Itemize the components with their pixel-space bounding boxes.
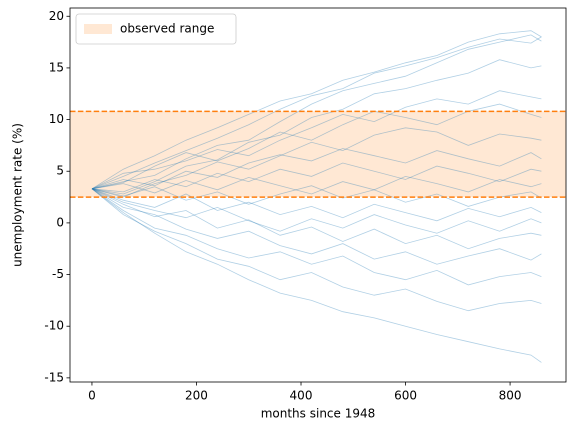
series-line [91,175,542,195]
y-tick-label: -10 [44,319,64,333]
series-line [91,188,542,234]
series-line [91,188,542,222]
plot-frame [69,7,567,383]
y-tick-label: 0 [56,215,64,229]
series-line [91,59,542,195]
x-tick-label: 600 [394,389,417,403]
series-line [91,185,542,207]
y-tick-label: 5 [56,164,64,178]
series-line [91,148,542,190]
legend-label: observed range [120,22,214,36]
series-line [91,30,542,190]
series-line [91,188,542,363]
series-line [91,103,542,190]
y-tick-label: 20 [49,9,64,23]
series-line [91,188,542,265]
x-tick-label: 800 [499,389,522,403]
series-line [91,36,542,190]
series-line [91,127,542,198]
series-line [91,188,542,312]
y-axis-label: unemployment rate (%) [11,123,25,267]
x-tick-label: 400 [290,389,313,403]
series-line [91,90,542,190]
y-tick-label: -5 [52,267,64,281]
y-tick-label: 10 [49,112,64,126]
series-line [91,162,542,193]
series-line [91,188,542,250]
x-tick-label: 200 [185,389,208,403]
series-line [91,34,542,190]
x-tick-label: 0 [88,389,96,403]
legend-swatch [84,24,112,34]
y-tick-label: 15 [49,60,64,74]
lines [91,30,542,363]
x-axis-label: months since 1948 [261,407,376,421]
legend-box [75,13,237,45]
y-tick-label: -15 [44,370,64,384]
series-line [91,188,542,286]
band [70,111,566,198]
